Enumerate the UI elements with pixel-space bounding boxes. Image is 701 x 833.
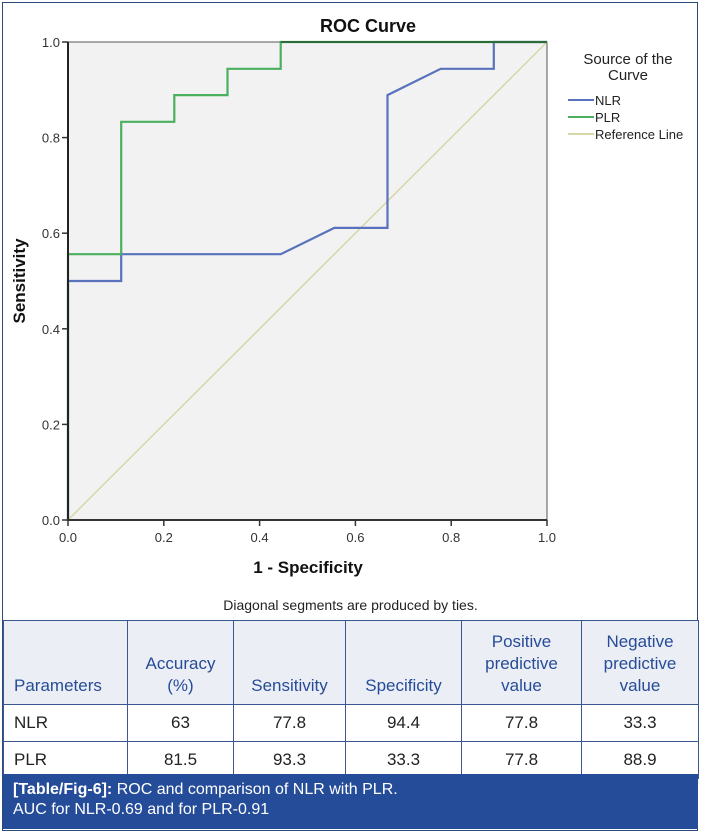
row-label-cell: NLR bbox=[3, 704, 128, 742]
value-cell: 77.8 bbox=[461, 741, 582, 779]
value-cell: 33.3 bbox=[581, 704, 699, 742]
chart-title: ROC Curve bbox=[320, 16, 416, 36]
x-tick-label: 0.0 bbox=[59, 530, 77, 545]
y-axis-label: Sensitivity bbox=[10, 238, 29, 324]
header-text: value bbox=[501, 676, 542, 695]
legend: Source of the Curve NLR PLR Reference Line bbox=[568, 51, 683, 142]
series-line-reference-line bbox=[67, 41, 548, 521]
x-tick-label: 0.4 bbox=[251, 530, 269, 545]
caption-line1: ROC and comparison of NLR with PLR. bbox=[112, 781, 398, 798]
value-cell: 77.8 bbox=[461, 704, 582, 742]
roc-chart: ROC Curve 0.0 0.2 0.4 0.6 0.8 1.0 0.0 0.2 0.4 0.… bbox=[10, 16, 683, 577]
header-text: Sensitivity bbox=[251, 676, 328, 695]
header-text: predictive bbox=[485, 654, 558, 673]
table-row: PLR 81.5 93.3 33.3 77.8 88.9 bbox=[3, 741, 699, 779]
header-text: (%) bbox=[167, 676, 194, 695]
chart-footnote: Diagonal segments are produced by ties. bbox=[223, 597, 478, 613]
row-label-cell: PLR bbox=[3, 741, 128, 779]
y-tick-label: 0.0 bbox=[42, 513, 60, 528]
figure-caption: [Table/Fig-6]: ROC and comparison of NLR… bbox=[3, 774, 698, 829]
value-cell: 63 bbox=[127, 704, 234, 742]
caption-label: [Table/Fig-6]: bbox=[13, 781, 113, 798]
table-header-cell: Positive predictive value bbox=[461, 620, 582, 705]
y-tick-label: 1.0 bbox=[42, 35, 60, 50]
comparison-table: Parameters Accuracy (%) Sensitivity Specific… bbox=[3, 620, 699, 779]
legend-title-line1: Source of the bbox=[583, 51, 672, 68]
header-text: value bbox=[619, 676, 661, 695]
header-text: Parameters bbox=[14, 676, 102, 695]
value-cell: 33.3 bbox=[345, 741, 462, 779]
y-tick-label: 0.8 bbox=[42, 131, 60, 146]
table-row: NLR 63 77.8 94.4 77.8 33.3 bbox=[3, 704, 699, 742]
value-cell: 81.5 bbox=[127, 741, 234, 779]
y-tick-label: 0.6 bbox=[42, 226, 60, 241]
header-text: Positive bbox=[491, 632, 552, 651]
caption-line2: AUC for NLR-0.69 and for PLR-0.91 bbox=[13, 801, 270, 818]
x-tick-label: 0.2 bbox=[155, 530, 173, 545]
table-header-cell: Accuracy (%) bbox=[127, 620, 234, 705]
table-header-row: Parameters Accuracy (%) Sensitivity Specific… bbox=[3, 620, 699, 705]
table-header-cell: Sensitivity bbox=[233, 620, 346, 705]
y-tick-label: 0.2 bbox=[42, 417, 60, 432]
x-tick-label: 0.8 bbox=[442, 530, 460, 545]
table-header-cell: Parameters bbox=[3, 620, 128, 705]
value-cell: 88.9 bbox=[581, 741, 699, 779]
legend-entry-label: Reference Line bbox=[595, 127, 683, 142]
x-tick-label: 0.6 bbox=[346, 530, 364, 545]
series-line-plr bbox=[66, 40, 547, 520]
value-cell: 93.3 bbox=[233, 741, 346, 779]
legend-entry-label: NLR bbox=[595, 93, 621, 108]
x-axis-label: 1 - Specificity bbox=[253, 558, 363, 577]
header-text: Accuracy bbox=[145, 654, 216, 673]
legend-entry-label: PLR bbox=[595, 110, 620, 125]
header-text: Negative bbox=[606, 632, 674, 651]
value-cell: 77.8 bbox=[233, 704, 346, 742]
legend-title-line2: Curve bbox=[608, 67, 648, 84]
header-text: predictive bbox=[603, 654, 677, 673]
series-line-nlr bbox=[66, 40, 547, 520]
x-tick-label: 1.0 bbox=[538, 530, 556, 545]
header-text: Specificity bbox=[365, 676, 442, 695]
table-header-cell: Specificity bbox=[345, 620, 462, 705]
y-tick-label: 0.4 bbox=[42, 322, 60, 337]
value-cell: 94.4 bbox=[345, 704, 462, 742]
table-header-cell: Negative predictive value bbox=[581, 620, 699, 705]
